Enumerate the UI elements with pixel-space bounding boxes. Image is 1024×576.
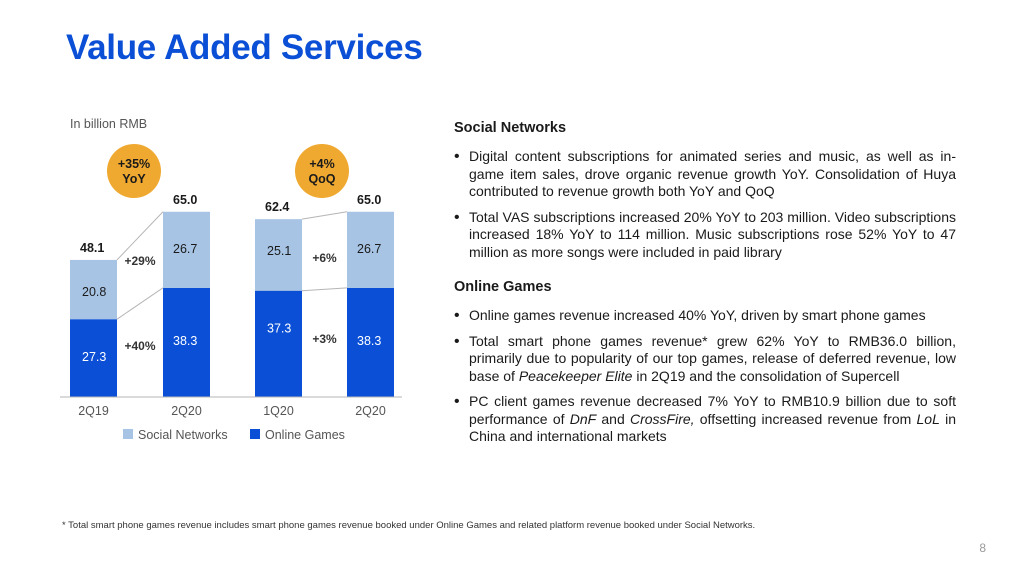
bar-social-networks-2q19 — [70, 259, 117, 320]
connector-line — [301, 211, 348, 220]
bullet-item: Total VAS subscriptions increased 20% Yo… — [454, 209, 956, 262]
unit-label: In billion RMB — [70, 117, 148, 131]
page-title: Value Added Services — [66, 28, 423, 67]
connector-line — [301, 287, 348, 292]
growth-label-social-networks: +6% — [312, 251, 337, 265]
bar-social-networks-1q20 — [255, 219, 302, 291]
bullet-item: Online games revenue increased 40% YoY, … — [454, 307, 956, 325]
growth-badge-value: +35% — [118, 157, 150, 171]
data-label-online-games: 38.3 — [357, 334, 381, 348]
growth-badge — [107, 144, 161, 198]
bar-social-networks-2q20 — [163, 211, 210, 288]
legend-label: Online Games — [265, 428, 345, 442]
legend-swatch — [250, 429, 260, 439]
data-label-online-games: 38.3 — [173, 334, 197, 348]
x-tick-label: 2Q19 — [78, 404, 109, 418]
total-label: 65.0 — [173, 193, 197, 207]
x-tick-label: 2Q20 — [355, 404, 386, 418]
growth-badge-period: YoY — [122, 172, 146, 186]
data-label-social-networks: 26.7 — [173, 242, 197, 256]
bullet-item: Total smart phone games revenue* grew 62… — [454, 333, 956, 386]
growth-badge — [295, 144, 349, 198]
commentary-panel: Social Networks Digital content subscript… — [454, 120, 956, 454]
footnote: * Total smart phone games revenue includ… — [62, 520, 756, 531]
legend-label: Social Networks — [138, 428, 228, 442]
total-label: 62.4 — [265, 200, 289, 214]
bar-social-networks-2q20 — [347, 211, 394, 288]
growth-badge-period: QoQ — [308, 172, 335, 186]
growth-label-social-networks: +29% — [124, 254, 155, 268]
total-label: 48.1 — [80, 241, 104, 255]
bar-online-games-2q19 — [70, 319, 117, 397]
data-label-social-networks: 25.1 — [267, 244, 291, 258]
section-gap — [454, 269, 956, 279]
x-tick-label: 1Q20 — [263, 404, 294, 418]
bullet-list: Online games revenue increased 40% YoY, … — [454, 307, 956, 446]
bar-online-games-2q20 — [347, 287, 394, 397]
data-label-online-games: 37.3 — [267, 322, 291, 336]
growth-label-online-games: +3% — [312, 332, 337, 346]
bullet-item: Digital content subscriptions for animat… — [454, 148, 956, 201]
total-label: 65.0 — [357, 193, 381, 207]
section-heading: Social Networks — [454, 120, 567, 136]
bullet-list: Digital content subscriptions for animat… — [454, 148, 956, 261]
page-number: 8 — [979, 541, 986, 555]
data-label-online-games: 27.3 — [82, 350, 106, 364]
connector-line — [116, 211, 164, 261]
data-label-social-networks: 26.7 — [357, 242, 381, 256]
section-heading: Online Games — [454, 279, 552, 295]
bar-online-games-1q20 — [255, 290, 302, 397]
bar-online-games-2q20 — [163, 287, 210, 397]
legend-swatch — [123, 429, 133, 439]
connector-line — [116, 287, 164, 320]
x-tick-label: 2Q20 — [171, 404, 202, 418]
data-label-social-networks: 20.8 — [82, 285, 106, 299]
growth-label-online-games: +40% — [124, 339, 155, 353]
bullet-item: PC client games revenue decreased 7% YoY… — [454, 393, 956, 446]
growth-badge-value: +4% — [309, 157, 334, 171]
